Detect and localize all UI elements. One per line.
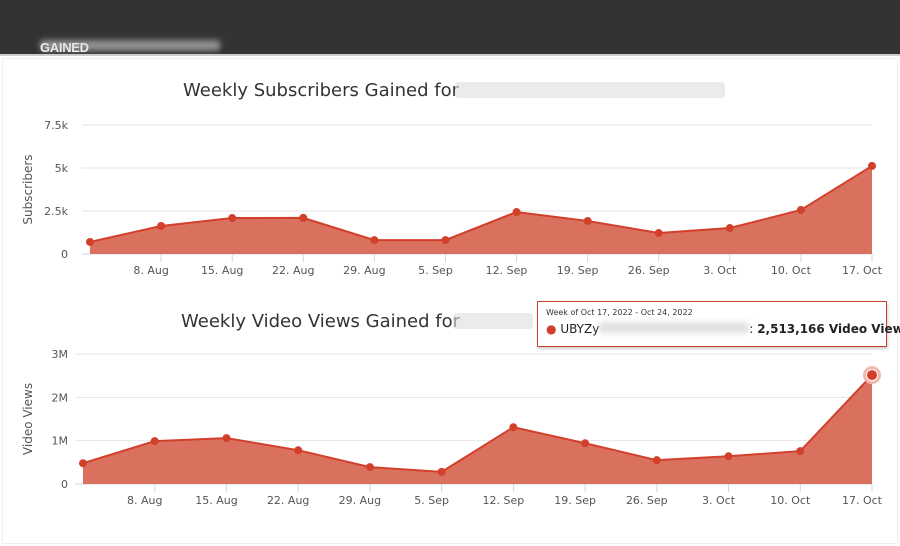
x-tick-label: 10. Oct [771,264,812,277]
charts-container [2,58,898,544]
x-tick-label: 8. Aug [127,494,162,507]
data-point[interactable] [86,237,94,246]
chart-title: Weekly Subscribers Gained for [183,80,460,101]
tooltip-value: 2,513,166 Video Views [757,322,900,336]
x-tick-label: 29. Aug [339,494,381,507]
y-axis-label: Subscribers [21,154,35,224]
data-point[interactable] [796,205,805,214]
data-point[interactable] [652,456,661,465]
x-tick-label: 26. Sep [628,264,670,277]
data-point[interactable] [365,463,374,472]
x-tick-label: 15. Aug [195,494,237,507]
data-point[interactable] [512,208,521,217]
series-line [82,374,873,473]
x-tick-label: 26. Sep [626,494,668,507]
data-point[interactable] [294,446,303,455]
tooltip: Week of Oct 17, 2022 - Oct 24, 2022 ● UB… [537,301,900,347]
data-point[interactable] [441,236,450,245]
data-point[interactable] [509,423,518,432]
x-tick-label: 12. Sep [482,494,524,507]
x-tick-label: 12. Sep [486,264,528,277]
y-tick-label: 1M [52,435,69,448]
x-tick-label: 17. Oct [842,494,883,507]
chart-title: Weekly Video Views Gained for [181,311,461,332]
y-tick-label: 7.5k [44,119,68,132]
y-tick-label: 5k [55,162,69,175]
data-point[interactable] [299,213,308,222]
y-tick-label: 0 [61,248,68,261]
redacted-series [599,322,750,333]
x-tick-label: 3. Oct [702,494,736,507]
data-point[interactable] [437,467,446,476]
x-tick-label: 29. Aug [343,264,385,277]
x-tick-label: 19. Sep [557,264,599,277]
data-point[interactable] [222,434,231,443]
x-tick-label: 19. Sep [554,494,596,507]
x-tick-label: 15. Aug [201,264,243,277]
data-point[interactable] [157,221,166,230]
x-tick-label: 8. Aug [133,264,168,277]
y-tick-label: 3M [52,348,69,361]
data-point[interactable] [581,439,590,448]
area-fill [83,375,872,484]
data-point[interactable] [583,216,592,225]
data-point[interactable] [725,224,734,233]
data-point[interactable] [868,161,876,170]
data-point[interactable] [866,369,878,382]
data-point[interactable] [228,214,237,223]
series-dot-icon: ● [546,322,557,336]
page-header: GAINED SUBSCRIBERS & VIDEO VIEWS GRAPHS … [0,0,900,115]
series-line [89,165,873,243]
data-point[interactable] [370,236,379,245]
data-point[interactable] [654,229,663,238]
data-point[interactable] [724,452,733,461]
x-tick-label: 22. Aug [267,494,309,507]
y-tick-label: 0 [61,478,68,491]
y-axis-label: Video Views [21,383,35,455]
x-tick-label: 17. Oct [842,264,883,277]
x-tick-label: 5. Sep [418,264,453,277]
x-tick-label: 3. Oct [703,264,737,277]
redacted-title [455,82,725,98]
x-tick-label: 10. Oct [770,494,811,507]
redacted-channel-name [40,40,220,51]
tooltip-date: Week of Oct 17, 2022 - Oct 24, 2022 [546,308,693,317]
y-tick-label: 2.5k [44,205,68,218]
data-point[interactable] [79,459,87,468]
redacted-title [453,313,533,329]
tooltip-series: UBYZy [560,322,600,336]
y-tick-label: 2M [52,391,69,404]
x-tick-label: 22. Aug [272,264,314,277]
area-fill [90,165,872,254]
data-point[interactable] [150,437,159,446]
x-tick-label: 5. Sep [414,494,449,507]
data-point[interactable] [796,447,805,456]
